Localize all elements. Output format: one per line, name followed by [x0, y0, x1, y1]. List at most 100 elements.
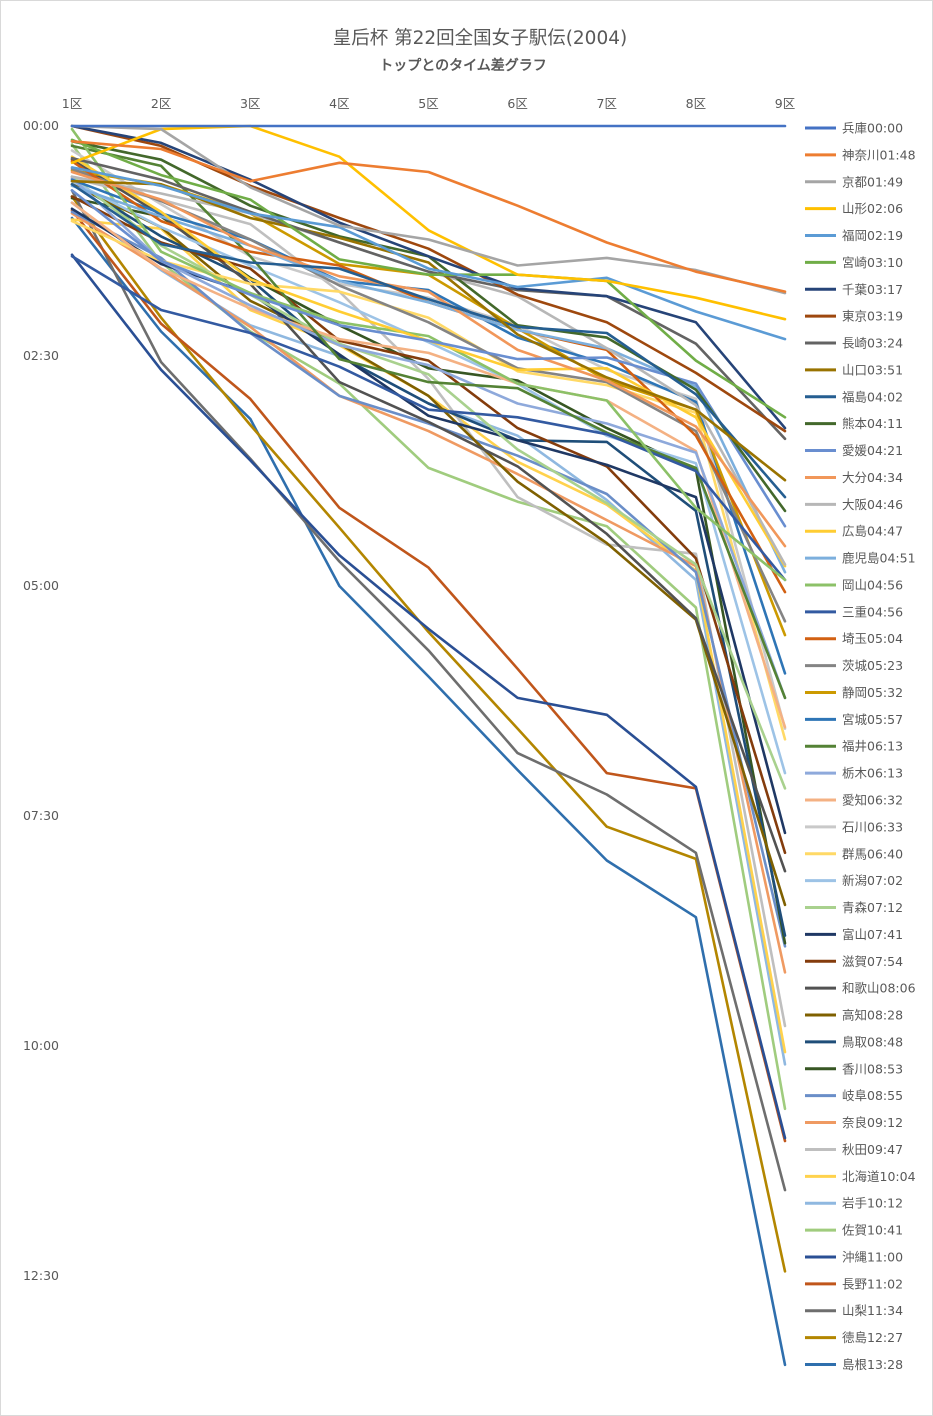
legend-label: 滋賀07:54: [842, 954, 903, 969]
legend-label: 石川06:33: [842, 819, 903, 834]
legend-label: 岐阜08:55: [842, 1088, 903, 1103]
legend-item: 神奈川01:48: [805, 147, 916, 162]
legend-label: 長崎03:24: [842, 336, 903, 351]
legend-label: 福島04:02: [842, 389, 903, 404]
series-line: [70, 195, 787, 1273]
legend-label: 香川08:53: [842, 1061, 903, 1076]
legend-label: 愛媛04:21: [842, 443, 903, 458]
legend-item: 富山07:41: [805, 927, 903, 942]
legend-item: 佐賀10:41: [805, 1223, 903, 1238]
x-tick-label: 1区: [62, 96, 82, 111]
series-line: [70, 209, 787, 1143]
legend-item: 石川06:33: [805, 819, 903, 834]
legend-label: 富山07:41: [842, 927, 903, 942]
x-tick-label: 3区: [240, 96, 260, 111]
x-tick-label: 7区: [597, 96, 617, 111]
legend-item: 鹿児島04:51: [805, 551, 916, 566]
legend-item: 岐阜08:55: [805, 1088, 903, 1103]
legend-label: 沖縄11:00: [842, 1249, 903, 1264]
series-line: [70, 170, 787, 548]
legend-item: 岡山04:56: [805, 577, 903, 592]
series-line: [70, 196, 787, 945]
legend-item: 福島04:02: [805, 389, 903, 404]
legend-label: 鳥取08:48: [842, 1034, 903, 1049]
chart-subtitle: トップとのタイム差グラフ: [379, 57, 547, 74]
legend-item: 徳島12:27: [805, 1330, 903, 1345]
chart-title: 皇后杯 第22回全国女子駅伝(2004): [333, 28, 627, 49]
series-line: [70, 253, 787, 1140]
x-tick-label: 6区: [507, 96, 527, 111]
legend-item: 北海道10:04: [805, 1169, 916, 1184]
legend-label: 岩手10:12: [842, 1196, 903, 1211]
legend-label: 茨城05:23: [842, 658, 903, 673]
legend-item: 長野11:02: [805, 1276, 903, 1291]
legend-label: 福井06:13: [842, 739, 903, 754]
legend-item: 熊本04:11: [805, 416, 903, 431]
series-line: [70, 219, 787, 741]
legend-item: 岩手10:12: [805, 1196, 903, 1211]
legend-label: 岡山04:56: [842, 577, 903, 592]
legend-label: 東京03:19: [842, 309, 903, 324]
legend-label: 熊本04:11: [842, 416, 903, 431]
series-line: [70, 216, 787, 1367]
legend-item: 大分04:34: [805, 470, 903, 485]
legend-label: 福岡02:19: [842, 228, 903, 243]
legend-item: 山梨11:34: [805, 1303, 903, 1318]
x-axis-tick-labels: 1区 2区 3区 4区 5区 6区 7区 8区 9区: [62, 96, 795, 111]
legend-item: 秋田09:47: [805, 1142, 903, 1157]
series-line: [70, 124, 787, 321]
legend-item: 香川08:53: [805, 1061, 903, 1076]
legend-label: 群馬06:40: [842, 846, 903, 861]
series-line: [70, 140, 787, 293]
legend-label: 愛知06:32: [842, 793, 903, 808]
legend-label: 宮城05:57: [842, 712, 903, 727]
legend-label: 島根13:28: [842, 1357, 903, 1372]
legend-item: 山口03:51: [805, 362, 903, 377]
legend-label: 佐賀10:41: [842, 1223, 903, 1238]
y-tick-label: 02:30: [23, 348, 59, 363]
series-line: [70, 254, 787, 582]
series-line: [70, 183, 787, 499]
legend-label: 静岡05:32: [842, 685, 903, 700]
legend-item: 長崎03:24: [805, 336, 903, 351]
legend-item: 静岡05:32: [805, 685, 903, 700]
series-line: [70, 189, 787, 1192]
series-line: [70, 212, 787, 974]
legend-label: 広島04:47: [842, 524, 903, 539]
y-tick-label: 07:30: [23, 808, 59, 823]
legend-label: 山形02:06: [842, 201, 903, 216]
legend-item: 愛媛04:21: [805, 443, 903, 458]
x-tick-label: 9区: [775, 96, 795, 111]
legend-item: 埼玉05:04: [805, 631, 903, 646]
legend-item: 青森07:12: [805, 900, 903, 915]
legend: 兵庫00:00 神奈川01:48 京都01:49 山形02:06 福岡02:19 宮崎03…: [805, 121, 916, 1372]
legend-label: 山口03:51: [842, 362, 903, 377]
series-line: [70, 178, 787, 675]
legend-item: 愛知06:32: [805, 793, 903, 808]
legend-label: 埼玉05:04: [842, 631, 903, 646]
legend-label: 秋田09:47: [842, 1142, 903, 1157]
legend-label: 鹿児島04:51: [842, 551, 916, 566]
legend-item: 山形02:06: [805, 201, 903, 216]
legend-item: 三重04:56: [805, 604, 903, 619]
legend-item: 福岡02:19: [805, 228, 903, 243]
series-line: [70, 175, 787, 790]
legend-item: 茨城05:23: [805, 658, 903, 673]
legend-label: 長野11:02: [842, 1276, 903, 1291]
y-tick-label: 00:00: [23, 118, 59, 133]
legend-item: 東京03:19: [805, 309, 903, 324]
legend-item: 京都01:49: [805, 174, 903, 189]
series-line: [70, 156, 787, 441]
series-line: [70, 179, 787, 775]
legend-item: 新潟07:02: [805, 873, 903, 888]
series-line: [70, 143, 787, 1111]
series-line: [70, 158, 787, 873]
legend-label: 徳島12:27: [842, 1330, 903, 1345]
series-lines: [70, 124, 787, 1367]
x-tick-label: 2区: [151, 96, 171, 111]
y-tick-label: 05:00: [23, 578, 59, 593]
legend-item: 奈良09:12: [805, 1115, 903, 1130]
x-tick-label: 8区: [686, 96, 706, 111]
legend-item: 島根13:28: [805, 1357, 903, 1372]
